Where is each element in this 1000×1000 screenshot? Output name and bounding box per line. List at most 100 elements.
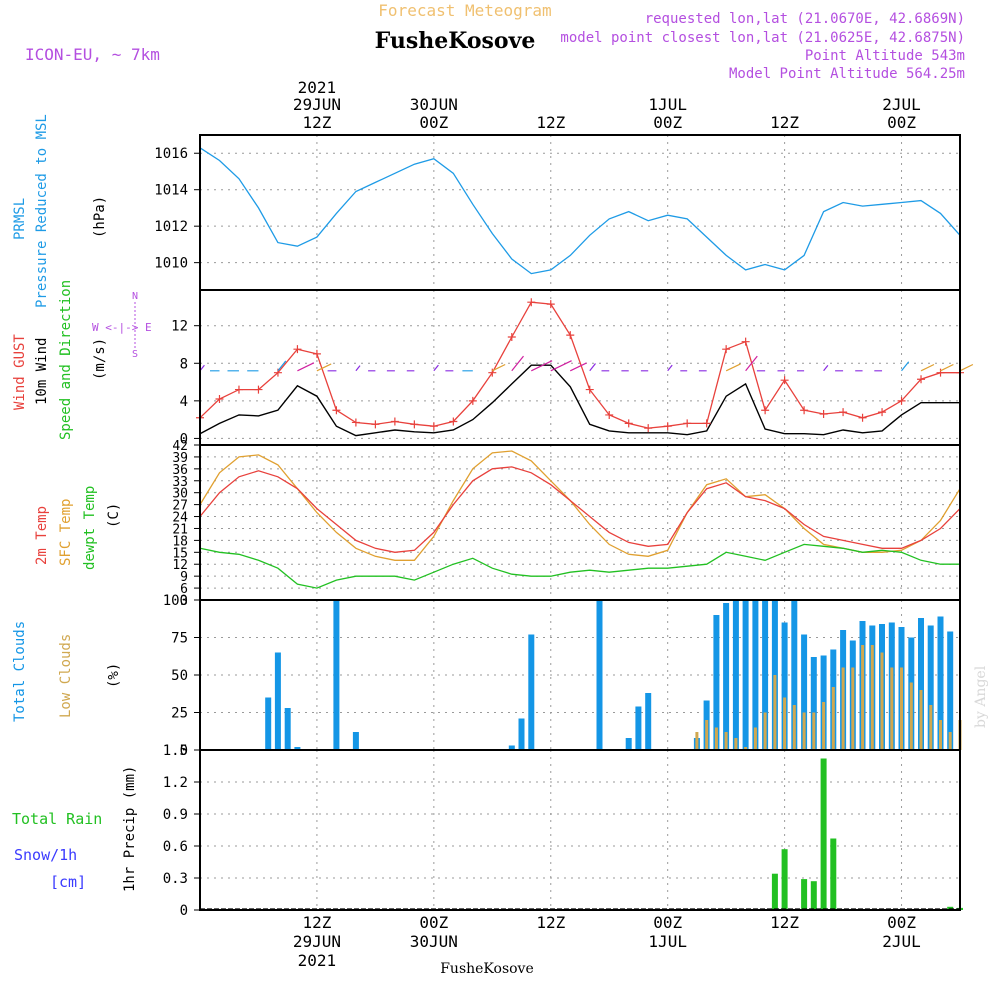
cloud-low-label: Low Clouds bbox=[58, 634, 74, 718]
wind-arrow bbox=[569, 362, 587, 372]
gust-marker bbox=[683, 419, 692, 428]
model-altitude: Model Point Altitude 564.25m bbox=[729, 66, 965, 82]
pressure-line bbox=[199, 147, 961, 275]
wind-arrow bbox=[959, 363, 974, 372]
gust-marker bbox=[429, 422, 438, 431]
total-cloud-bar bbox=[732, 600, 739, 750]
gust-marker bbox=[702, 419, 711, 428]
low-cloud-bar bbox=[909, 682, 913, 750]
gust-marker bbox=[293, 345, 302, 354]
ytick-clouds-1: 25 bbox=[171, 706, 188, 722]
gust-marker bbox=[605, 410, 614, 419]
wind-arrow bbox=[355, 365, 361, 372]
time-top-hour-1: 00Z bbox=[419, 113, 448, 132]
wind10-line bbox=[199, 364, 960, 437]
precip-snow-unit: [cm] bbox=[50, 873, 86, 891]
gust-marker bbox=[741, 337, 750, 346]
time-top-hour-0: 12Z bbox=[302, 113, 331, 132]
ytick-clouds-2: 50 bbox=[171, 668, 188, 684]
ytick-pressure-2: 1014 bbox=[154, 183, 188, 199]
ytick-temperature-0: 3 bbox=[180, 594, 188, 609]
gust-marker bbox=[468, 396, 477, 405]
ytick-temperature-11: 36 bbox=[172, 463, 188, 478]
low-cloud-bar bbox=[880, 652, 884, 750]
ytick-precip-1: 0.3 bbox=[163, 871, 188, 887]
total-cloud-bar bbox=[791, 600, 798, 750]
time-bottom-hour-1: 00Z bbox=[419, 913, 448, 932]
time-top-date-5: 2JUL bbox=[882, 95, 921, 114]
ytick-temperature-12: 39 bbox=[172, 451, 188, 466]
low-cloud-bar bbox=[851, 667, 855, 750]
time-bottom-date-3: 1JUL bbox=[648, 932, 687, 951]
ytick-wind-0: 0 bbox=[180, 431, 188, 447]
total-cloud-bar bbox=[508, 745, 515, 750]
gust-marker bbox=[819, 410, 828, 418]
ytick-wind-1: 4 bbox=[180, 394, 188, 410]
pressure-unit: (hPa) bbox=[92, 196, 108, 238]
time-top-hour-5: 00Z bbox=[887, 113, 916, 132]
wind-arrow bbox=[531, 360, 553, 372]
total-cloud-bar bbox=[752, 600, 759, 750]
gust-marker bbox=[312, 349, 321, 358]
wind-arrow bbox=[297, 362, 315, 372]
ytick-pressure-1: 1012 bbox=[154, 219, 188, 235]
rain-bar bbox=[771, 873, 778, 910]
cloud-unit: (%) bbox=[106, 663, 122, 688]
total-cloud-bar bbox=[723, 603, 730, 750]
panel-frame-precip bbox=[199, 749, 961, 911]
total-cloud-bar bbox=[742, 600, 749, 750]
gust-marker bbox=[215, 394, 224, 403]
total-cloud-bar bbox=[284, 708, 291, 750]
ytick-pressure-0: 1010 bbox=[154, 256, 188, 272]
low-cloud-bar bbox=[734, 738, 738, 750]
gust-marker bbox=[780, 376, 789, 385]
precip-axis-label: 1hr Precip (mm) bbox=[122, 766, 138, 892]
ytick-wind-2: 8 bbox=[180, 356, 188, 372]
wind-arrow bbox=[823, 365, 829, 372]
requested-point: requested lon,lat (21.0670E, 42.6869N) bbox=[645, 11, 965, 27]
panel-frame-temperature bbox=[199, 444, 961, 601]
ytick-wind-3: 12 bbox=[171, 319, 188, 335]
low-cloud-bar bbox=[812, 712, 816, 750]
wind-arrow bbox=[492, 363, 506, 372]
product-title: Forecast Meteogram bbox=[378, 1, 551, 20]
ytick-clouds-0: 0 bbox=[180, 743, 188, 759]
ytick-precip-5: 1.5 bbox=[163, 743, 188, 759]
rain-bar bbox=[830, 838, 837, 910]
gust-marker bbox=[254, 385, 263, 394]
gust-marker bbox=[371, 420, 380, 429]
gust-marker bbox=[839, 408, 848, 417]
ytick-clouds-4: 100 bbox=[163, 593, 188, 609]
total-cloud-bar bbox=[937, 616, 944, 750]
panel-frame-wind bbox=[199, 289, 961, 446]
gust-marker bbox=[644, 424, 653, 433]
wind-arrow bbox=[511, 355, 524, 372]
compass-s: S bbox=[132, 349, 138, 360]
total-cloud-bar bbox=[635, 706, 642, 750]
ytick-temperature-7: 24 bbox=[172, 511, 188, 526]
time-bottom-hour-0: 12Z bbox=[302, 913, 331, 932]
total-cloud-bar bbox=[352, 732, 359, 750]
low-cloud-bar bbox=[714, 727, 718, 750]
gust-marker bbox=[527, 298, 536, 307]
ytick-temperature-13: 42 bbox=[172, 439, 188, 454]
gust-marker bbox=[624, 419, 633, 428]
total-cloud-bar bbox=[333, 600, 340, 750]
wind-arrow bbox=[940, 363, 954, 372]
gust-marker bbox=[722, 345, 731, 354]
time-bottom-date-5: 2JUL bbox=[882, 932, 921, 951]
closest-point: model point closest lon,lat (21.0625E, 4… bbox=[560, 30, 965, 46]
low-cloud-bar bbox=[890, 667, 894, 750]
low-cloud-bar bbox=[792, 705, 796, 750]
gust-marker bbox=[390, 417, 399, 426]
total-cloud-bar bbox=[294, 747, 301, 750]
total-cloud-bar bbox=[274, 652, 281, 750]
low-cloud-bar bbox=[802, 712, 806, 750]
cloud-total-label: Total Clouds bbox=[12, 621, 28, 722]
total-cloud-bar bbox=[265, 697, 272, 750]
low-cloud-bar bbox=[753, 727, 757, 750]
gust-marker bbox=[234, 385, 243, 394]
low-cloud-bar bbox=[948, 732, 952, 750]
time-bottom-hour-4: 12Z bbox=[770, 913, 799, 932]
